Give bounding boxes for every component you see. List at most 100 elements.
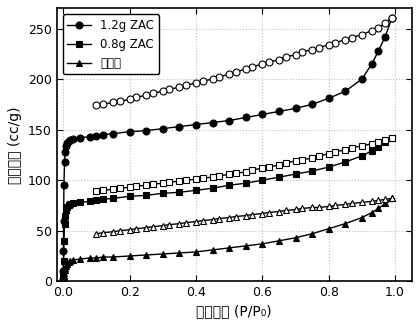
0.8g ZAC: [194, 188, 199, 192]
0.8g ZAC: [360, 154, 365, 158]
1.2g ZAC: [71, 137, 76, 141]
纤维素: [71, 258, 76, 262]
纤维素: [376, 207, 381, 211]
0.8g ZAC: [243, 181, 248, 185]
1.2g ZAC: [61, 249, 66, 253]
0.8g ZAC: [62, 222, 67, 226]
1.2g ZAC: [376, 49, 381, 53]
纤维素: [65, 262, 70, 266]
纤维素: [369, 211, 374, 215]
纤维素: [389, 197, 394, 200]
0.8g ZAC: [376, 145, 381, 149]
Line: 1.2g ZAC: 1.2g ZAC: [60, 15, 395, 283]
0.8g ZAC: [94, 198, 99, 202]
0.8g ZAC: [64, 209, 69, 213]
纤维素: [160, 252, 165, 256]
1.2g ZAC: [65, 141, 70, 145]
1.2g ZAC: [127, 130, 132, 134]
0.8g ZAC: [71, 201, 76, 205]
纤维素: [144, 253, 149, 257]
纤维素: [360, 215, 365, 219]
0.8g ZAC: [369, 149, 374, 153]
纤维素: [77, 257, 82, 261]
纤维素: [194, 250, 199, 254]
纤维素: [67, 259, 72, 263]
1.2g ZAC: [87, 135, 92, 139]
1.2g ZAC: [310, 102, 315, 106]
0.8g ZAC: [61, 279, 66, 283]
0.8g ZAC: [67, 202, 72, 206]
0.8g ZAC: [326, 165, 331, 169]
0.8g ZAC: [65, 205, 70, 209]
纤维素: [326, 227, 331, 231]
0.8g ZAC: [160, 191, 165, 195]
0.8g ZAC: [100, 198, 105, 201]
0.8g ZAC: [293, 172, 298, 176]
1.2g ZAC: [160, 127, 165, 130]
纤维素: [66, 260, 71, 264]
0.8g ZAC: [260, 178, 265, 182]
0.8g ZAC: [66, 203, 71, 207]
1.2g ZAC: [61, 219, 66, 223]
0.8g ZAC: [63, 214, 68, 217]
纤维素: [61, 276, 66, 280]
0.8g ZAC: [127, 194, 132, 198]
0.8g ZAC: [343, 160, 348, 164]
1.2g ZAC: [360, 77, 365, 81]
纤维素: [383, 201, 388, 205]
纤维素: [260, 242, 265, 246]
纤维素: [210, 248, 215, 252]
纤维素: [293, 236, 298, 240]
Line: 纤维素: 纤维素: [60, 195, 395, 285]
Line: 0.8g ZAC: 0.8g ZAC: [60, 134, 395, 285]
0.8g ZAC: [61, 271, 66, 275]
纤维素: [110, 255, 116, 259]
纤维素: [62, 268, 67, 272]
1.2g ZAC: [227, 119, 232, 123]
纤维素: [343, 222, 348, 226]
0.8g ZAC: [144, 193, 149, 197]
0.8g ZAC: [310, 169, 315, 173]
1.2g ZAC: [94, 134, 99, 138]
1.2g ZAC: [61, 277, 66, 281]
1.2g ZAC: [389, 16, 394, 20]
0.8g ZAC: [389, 136, 394, 140]
纤维素: [63, 266, 68, 270]
Legend: 1.2g ZAC, 0.8g ZAC, 纤维素: 1.2g ZAC, 0.8g ZAC, 纤维素: [63, 14, 159, 75]
1.2g ZAC: [194, 123, 199, 127]
1.2g ZAC: [61, 269, 66, 273]
纤维素: [61, 271, 66, 275]
1.2g ZAC: [100, 133, 105, 137]
纤维素: [61, 274, 66, 278]
纤维素: [127, 254, 132, 258]
纤维素: [310, 232, 315, 236]
纤维素: [94, 256, 99, 260]
纤维素: [61, 278, 66, 282]
1.2g ZAC: [243, 115, 248, 119]
1.2g ZAC: [63, 150, 68, 154]
X-axis label: 相对压力 (P/P₀): 相对压力 (P/P₀): [196, 305, 272, 319]
纤维素: [243, 244, 248, 248]
1.2g ZAC: [64, 144, 69, 148]
1.2g ZAC: [326, 96, 331, 100]
1.2g ZAC: [77, 136, 82, 140]
1.2g ZAC: [177, 125, 182, 129]
纤维素: [227, 246, 232, 250]
0.8g ZAC: [383, 140, 388, 144]
纤维素: [100, 255, 105, 259]
0.8g ZAC: [177, 190, 182, 194]
0.8g ZAC: [276, 175, 281, 179]
纤维素: [87, 256, 92, 260]
1.2g ZAC: [61, 183, 66, 187]
1.2g ZAC: [66, 139, 71, 143]
Y-axis label: 吸附容积 (cc/g): 吸附容积 (cc/g): [8, 106, 22, 183]
纤维素: [276, 239, 281, 243]
0.8g ZAC: [61, 259, 66, 263]
1.2g ZAC: [67, 138, 72, 142]
0.8g ZAC: [210, 186, 215, 190]
1.2g ZAC: [276, 110, 281, 113]
1.2g ZAC: [144, 129, 149, 133]
1.2g ZAC: [210, 121, 215, 125]
0.8g ZAC: [61, 239, 66, 243]
纤维素: [61, 279, 66, 283]
